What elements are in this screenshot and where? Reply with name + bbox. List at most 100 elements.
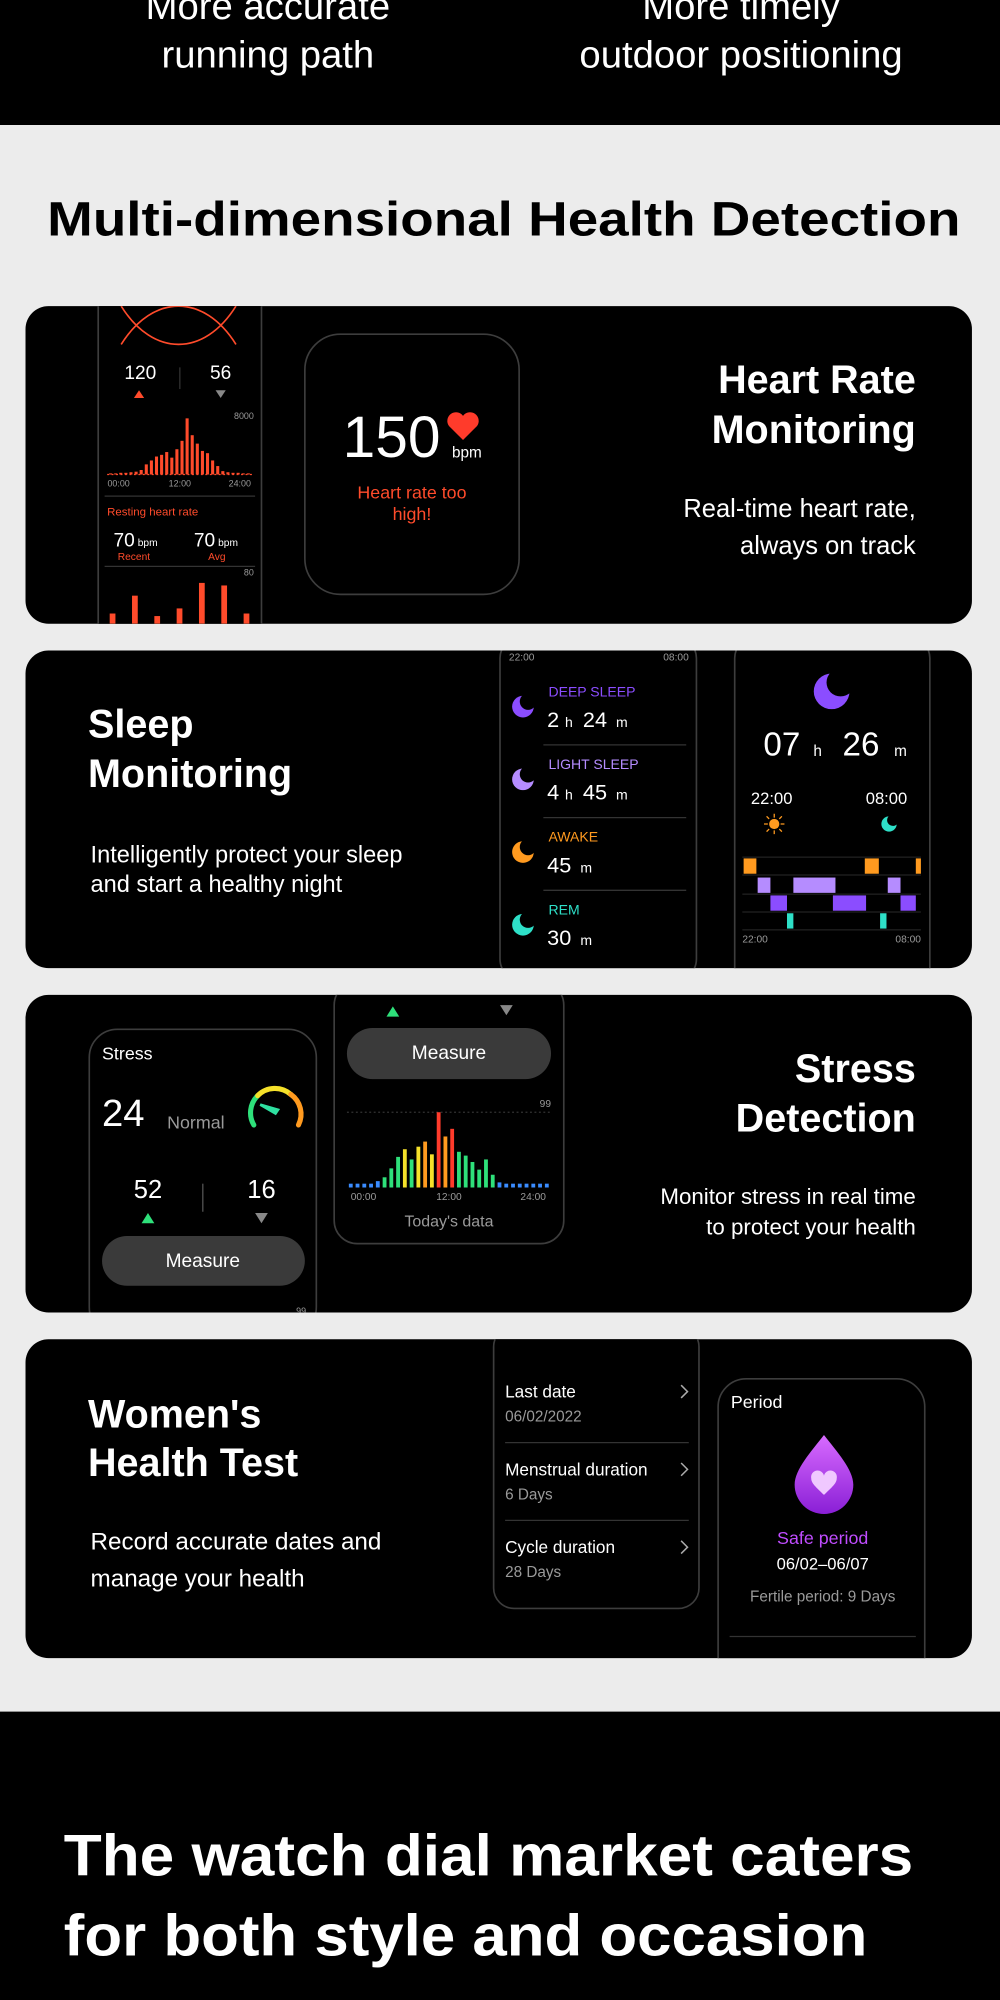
chevron [680, 1540, 689, 1555]
stress-label: Stress [102, 1044, 153, 1064]
unit: h [565, 787, 573, 803]
unit: m [616, 787, 628, 803]
feature-line: running path [162, 33, 375, 76]
bar [124, 472, 128, 475]
stage-icon-cutout [519, 765, 537, 783]
bar [129, 472, 133, 475]
banner-bg [0, 0, 1000, 125]
stage-hours: 4 [547, 780, 559, 805]
bar [355, 1183, 360, 1188]
watch-chart: Measure 99 00:00 12:00 24:00 Today's dat… [333, 994, 565, 1245]
unit: h [813, 743, 822, 760]
bar [443, 1136, 448, 1188]
bar [205, 453, 210, 475]
bar [221, 471, 225, 475]
bar [362, 1183, 367, 1188]
bar [195, 443, 199, 475]
sun-icon [769, 818, 780, 830]
stress-chart [348, 1112, 549, 1188]
stress-status: Normal [167, 1112, 225, 1132]
card-description: always on track [740, 532, 916, 560]
minutes-value: 26 [843, 726, 880, 763]
gauge [248, 1085, 304, 1128]
down-arrow [255, 1213, 268, 1224]
average-label: Avg [208, 552, 226, 563]
footer-bg [0, 1711, 1000, 2000]
sleep-timeline [743, 858, 921, 929]
stage-name: LIGHT SLEEP [548, 756, 638, 772]
card-content: 120 56 8000 00:00 12:00 24:00 Resting he… [97, 306, 520, 624]
gauge-arc [288, 1091, 304, 1128]
scale-label: 8000 [234, 411, 254, 421]
card-title: Monitoring [88, 752, 292, 796]
stage-icon-cutout [519, 911, 537, 928]
awake-block [743, 858, 757, 874]
moon-cutout [826, 668, 855, 697]
card-description: and start a healthy night [91, 871, 343, 897]
bar [190, 435, 194, 475]
item-label: Last date [505, 1382, 576, 1402]
unit: m [580, 859, 592, 875]
unit: m [894, 743, 907, 760]
bar [119, 472, 123, 475]
bar [409, 1159, 414, 1188]
chevron [680, 1462, 689, 1477]
stage-name: AWAKE [548, 829, 598, 845]
bar [517, 1183, 522, 1188]
bar [402, 1149, 407, 1188]
bar [211, 460, 215, 475]
watch-period: Period Safe period 06/02–06/07 Fertile p… [717, 1377, 926, 1659]
stage-icon-cutout [519, 838, 537, 856]
time-label: 24:00 [229, 478, 251, 488]
time-label: 12:00 [436, 1192, 462, 1203]
sun-rays [764, 813, 785, 835]
up-arrow [141, 1213, 155, 1224]
scale-label: 99 [296, 1306, 306, 1316]
card-title: Health Test [88, 1441, 298, 1485]
time-label: 00:00 [351, 1192, 377, 1203]
unit: bpm [452, 444, 482, 461]
section-heading: Multi-dimensional Health Detection [47, 192, 960, 246]
item-value: 28 Days [505, 1564, 561, 1581]
alert-message: high! [393, 504, 432, 524]
bar [389, 1168, 394, 1188]
time-label: 08:00 [895, 935, 921, 946]
stage-hours: 2 [547, 707, 559, 732]
watch-list: Last date 06/02/2022 Menstrual duration 6 D… [492, 1339, 700, 1610]
measure-button [102, 1235, 305, 1286]
unit: bpm [138, 538, 158, 549]
bar [470, 1161, 475, 1188]
item-value: 6 Days [505, 1486, 553, 1503]
sleep-card: Sleep Monitoring Intelligently protect y… [25, 650, 972, 969]
card-content: Stress 24 Normal 52 16 Measure 99 [88, 994, 565, 1316]
watch-frame [492, 1339, 700, 1610]
watch-alert: 150 bpm Heart rate too high! [304, 333, 520, 596]
min-value: 16 [247, 1176, 275, 1204]
bar [396, 1156, 400, 1188]
gauge-arc [248, 1093, 261, 1128]
bar [185, 418, 189, 475]
bar [544, 1183, 549, 1188]
card-content: Last date 06/02/2022 Menstrual duration 6 D… [492, 1339, 926, 1659]
bar [221, 585, 228, 624]
card-title: Monitoring [712, 408, 916, 452]
item-label: Menstrual duration [505, 1459, 647, 1479]
card-description: Real-time heart rate, [683, 495, 915, 523]
light-block [757, 877, 771, 893]
bar [180, 440, 184, 475]
bar [538, 1183, 542, 1188]
alert-value: 150 [343, 405, 441, 470]
bar [226, 472, 230, 475]
bar [497, 1182, 502, 1188]
moon-cutout [887, 814, 899, 826]
bar [241, 473, 245, 475]
bar [139, 470, 143, 475]
card-description: manage your health [91, 1566, 305, 1593]
stage-minutes: 45 [583, 780, 607, 805]
up-arrow [133, 390, 145, 398]
bar [457, 1151, 461, 1188]
bar [450, 1128, 455, 1188]
rem-block [880, 913, 887, 929]
bar [176, 608, 183, 624]
